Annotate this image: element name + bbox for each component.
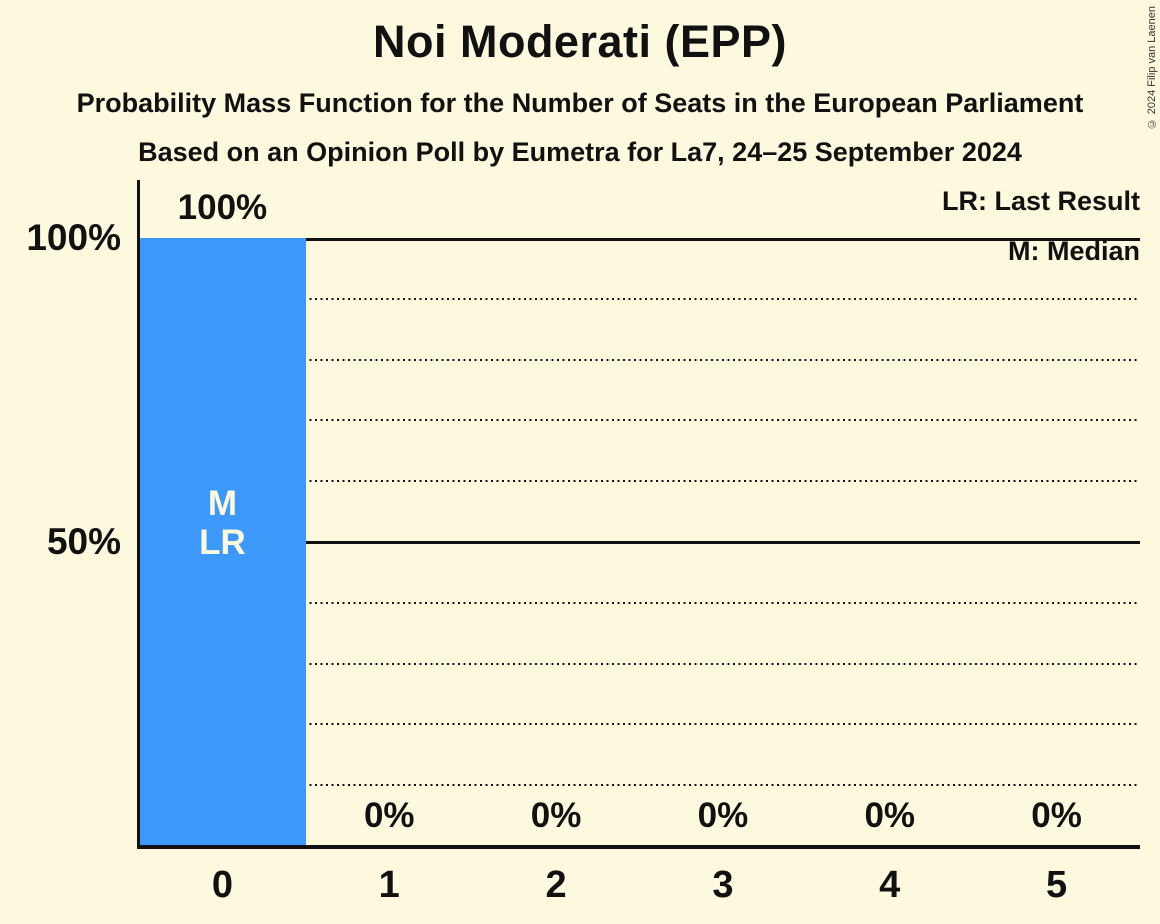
gridline-90pct — [139, 297, 1140, 300]
x-tick-label-4: 4 — [879, 864, 901, 906]
value-label-seats-1: 0% — [363, 796, 415, 835]
gridline-10pct — [139, 784, 1140, 787]
gridline-70pct — [139, 419, 1140, 422]
gridline-40pct — [139, 601, 1140, 604]
gridline-30pct — [139, 662, 1140, 665]
value-label-seats-4: 0% — [864, 796, 916, 835]
x-tick-label-5: 5 — [1046, 864, 1068, 906]
x-tick-label-1: 1 — [378, 864, 400, 906]
y-axis — [137, 180, 140, 849]
legend-median-label: M: Median — [1008, 236, 1140, 266]
chart-title: Noi Moderati (EPP) — [372, 16, 788, 67]
median-last-result-annotation: M LR — [139, 484, 306, 562]
y-axis-label-100pct: 100% — [26, 217, 121, 258]
value-label-seats-0: 100% — [177, 188, 268, 227]
x-axis — [137, 845, 1140, 849]
value-label-seats-3: 0% — [697, 796, 749, 835]
chart-poll-info: Based on an Opinion Poll by Eumetra for … — [138, 137, 1022, 167]
x-tick-label-3: 3 — [712, 864, 734, 906]
chart-subtitle: Probability Mass Function for the Number… — [76, 88, 1084, 118]
value-label-seats-2: 0% — [530, 796, 582, 835]
y-axis-label-50pct: 50% — [46, 521, 121, 562]
median-annotation: M — [207, 484, 237, 523]
bar-seats-0 — [139, 238, 306, 846]
gridline-100pct — [139, 238, 1140, 241]
gridline-60pct — [139, 480, 1140, 483]
last-result-annotation: LR — [199, 523, 246, 562]
legend-last-result-label: LR: Last Result — [941, 186, 1140, 216]
x-tick-label-0: 0 — [211, 864, 233, 906]
gridline-80pct — [139, 358, 1140, 361]
gridline-20pct — [139, 723, 1140, 726]
value-label-seats-5: 0% — [1031, 796, 1082, 835]
x-tick-label-2: 2 — [545, 864, 567, 906]
gridline-50pct — [139, 541, 1140, 544]
